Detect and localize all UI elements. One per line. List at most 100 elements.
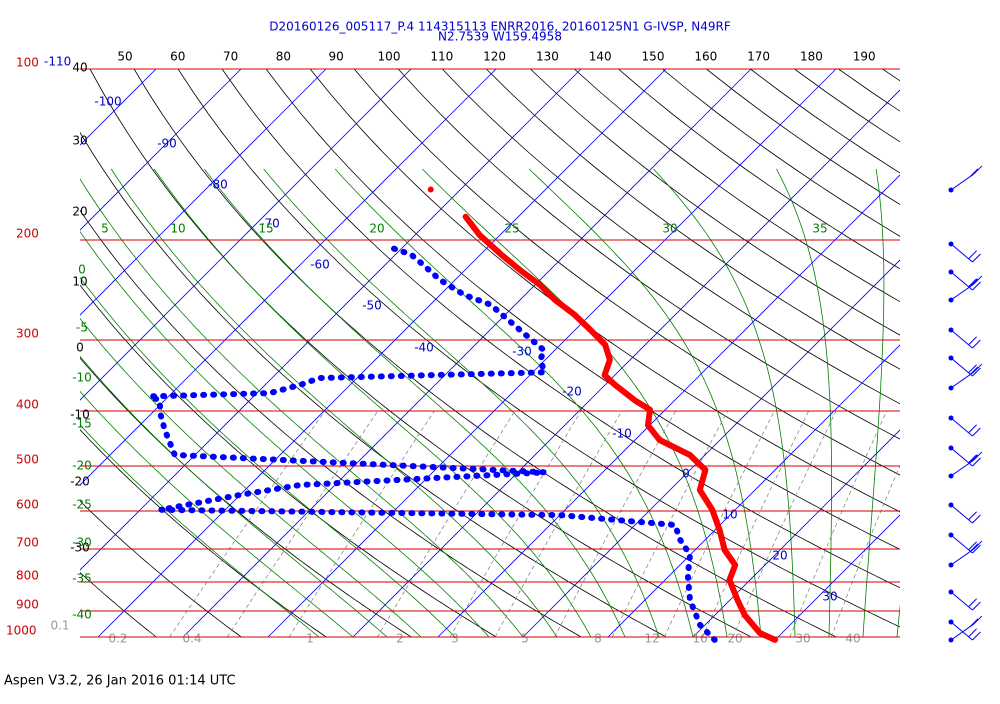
mixing-ratio-label: 40 (845, 632, 860, 646)
isotherm-label: -80 (208, 178, 228, 192)
left-scale-label: -20 (70, 475, 90, 489)
background-lines (0, 69, 1000, 637)
isotherm (0, 69, 326, 637)
green-left-label: -15 (72, 417, 92, 431)
dry-adiabat (971, 69, 1000, 637)
green-top-label: 25 (504, 222, 519, 236)
y-tick-label: 700 (16, 536, 39, 550)
wind-barb-flag (974, 166, 982, 174)
green-left-label: -10 (72, 371, 92, 385)
mixing-ratio-line (450, 411, 581, 637)
isotherm (0, 69, 411, 637)
outlier-point (428, 187, 434, 193)
moist-adiabat (897, 169, 953, 637)
wind-barb-flag (972, 340, 980, 348)
isotherm-label: -100 (94, 95, 121, 109)
mixing-ratio-label: 3 (451, 632, 459, 646)
mixing-ratio-label: 1 (306, 632, 314, 646)
y-tick-label: 100 (16, 56, 39, 70)
left-scale-label: 0 (76, 341, 84, 355)
wind-barb-flag (970, 619, 978, 627)
isotherm-label: -40 (414, 341, 434, 355)
top-scale-label: 130 (536, 50, 559, 64)
wind-barb-flag (970, 169, 978, 177)
wind-barb-flag (972, 515, 980, 523)
green-top-label: 15 (258, 222, 273, 236)
wind-barb (951, 535, 972, 553)
left-scale-label: 30 (72, 134, 87, 148)
top-scale-label: 80 (276, 50, 291, 64)
green-left-label: -20 (72, 459, 92, 473)
top-scale-label: 120 (483, 50, 506, 64)
mixing-ratio-label: 30 (795, 632, 810, 646)
y-tick-label: 400 (16, 397, 39, 411)
y-tick-label: 800 (16, 568, 39, 582)
left-scale-label: 20 (72, 205, 87, 219)
wind-barb-flag (969, 425, 977, 433)
isotherm (523, 69, 1000, 637)
y-tick-label: 500 (16, 453, 39, 467)
wind-barb-flag (972, 428, 980, 436)
wind-barb-flag (969, 512, 977, 520)
dry-adiabat (398, 69, 1000, 637)
green-left-label: 0 (78, 263, 86, 277)
top-scale-label: 90 (329, 50, 344, 64)
dry-adiabat (266, 69, 1000, 637)
chart-subtitle: N2.7539 W159.4958 (438, 30, 562, 44)
isotherm-label: 30 (822, 590, 837, 604)
isotherm (98, 69, 666, 637)
footer: Aspen V3.2, 26 Jan 2016 01:14 UTC (4, 674, 236, 689)
mixing-ratio-label: 12 (644, 632, 659, 646)
isotherm-label: 0 (682, 467, 690, 481)
moist-adiabat (863, 169, 884, 637)
top-scale-label: 180 (800, 50, 823, 64)
moist-adiabat (111, 169, 557, 637)
green-top-label: 20 (369, 222, 384, 236)
mixing-ratio-label: 5 (521, 632, 529, 646)
mixing-ratio-line (831, 411, 923, 637)
y-tick-label: 600 (16, 497, 39, 511)
moist-adiabat (264, 169, 659, 637)
mixing-ratio-label: 8 (594, 632, 602, 646)
green-top-label: 30 (662, 222, 677, 236)
y-tick-label: 900 (16, 598, 39, 612)
top-scale-label: 70 (223, 50, 238, 64)
wind-barb-flag (972, 632, 980, 640)
wind-barb (951, 330, 972, 348)
left-scale-label: 10 (72, 275, 87, 289)
mixing-ratio-label: 2 (396, 632, 404, 646)
green-left-label: -5 (76, 321, 88, 335)
top-scale-label: 60 (170, 50, 185, 64)
green-left-label: -40 (72, 608, 92, 622)
mixing-ratio-label: 0.4 (182, 632, 201, 646)
isotherm-label: -50 (362, 299, 382, 313)
wind-barb-flag (969, 251, 977, 259)
isotherm (353, 69, 921, 637)
moist-adiabat (777, 169, 832, 637)
isotherm-label: -10 (612, 427, 632, 441)
dry-adiabat (46, 69, 666, 637)
dry-adiabat (222, 69, 1000, 637)
dry-adiabat (486, 69, 1000, 637)
wind-barb (951, 505, 972, 523)
isotherm (0, 69, 241, 637)
dry-adiabat (354, 69, 1000, 637)
isotherm-label: -20 (562, 385, 582, 399)
wind-barb-flag (972, 254, 980, 262)
wind-barb (951, 592, 972, 610)
green-top-label: 5 (101, 222, 109, 236)
green-left-label: -35 (72, 572, 92, 586)
dry-adiabat (0, 69, 411, 637)
isotherm (13, 69, 581, 637)
top-scale-label: 110 (430, 50, 453, 64)
isotherm-label: 20 (772, 549, 787, 563)
top-scale-label: 140 (589, 50, 612, 64)
moist-adiabat (154, 169, 591, 637)
wind-barb-flag (969, 629, 977, 637)
mixing-ratio-line (733, 411, 836, 637)
isotherm-label: -90 (157, 137, 177, 151)
moist-adiabat (0, 169, 421, 637)
dry-adiabat (927, 69, 1000, 637)
